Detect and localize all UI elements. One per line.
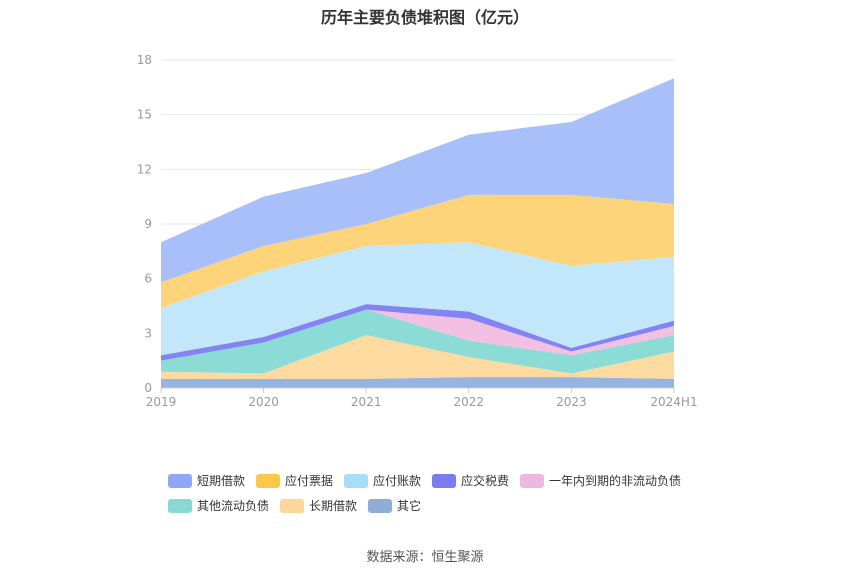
legend-item-accounts-payable[interactable]: 应付账款 <box>344 472 421 489</box>
legend-label: 长期借款 <box>309 499 358 513</box>
legend-swatch <box>520 473 544 488</box>
legend-item-current-portion-noncurrent[interactable]: 一年内到期的非流动负债 <box>520 472 681 489</box>
legend-item-taxes-payable[interactable]: 应交税费 <box>432 472 509 489</box>
area-series-应付票据[interactable] <box>161 194 674 308</box>
area-series-一年内到期的非流动负债[interactable] <box>161 309 674 361</box>
chart-title: 历年主要负债堆积图（亿元） <box>320 8 529 27</box>
legend-label: 其他流动负债 <box>197 499 270 513</box>
legend-label: 应交税费 <box>461 474 510 488</box>
x-tick-label: 2024H1 <box>650 395 697 409</box>
legend-swatch <box>368 498 392 513</box>
axes: 0 3 6 9 12 15 18 2019 2020 2021 2022 2023 2024H1 <box>137 53 698 409</box>
data-source-note: 数据来源：恒生聚源 <box>366 550 484 565</box>
y-tick-label: 15 <box>137 108 152 122</box>
legend-item-short-term-loans[interactable]: 短期借款 <box>168 472 245 489</box>
x-tick-label: 2019 <box>146 395 177 409</box>
legend-swatch <box>168 473 192 488</box>
y-tick-label: 12 <box>137 162 152 176</box>
legend-item-long-term-loans[interactable]: 长期借款 <box>280 497 357 514</box>
legend-swatch <box>344 473 368 488</box>
area-series-应付账款[interactable] <box>161 242 674 356</box>
legend-swatch <box>168 498 192 513</box>
legend-swatch <box>256 473 280 488</box>
legend-swatch <box>280 498 304 513</box>
x-tick-label: 2023 <box>556 395 587 409</box>
area-series-其它[interactable] <box>161 377 674 388</box>
legend-item-other-current-liabilities[interactable]: 其他流动负债 <box>168 497 269 514</box>
area-series <box>161 78 674 388</box>
area-series-短期借款[interactable] <box>161 78 674 283</box>
y-tick-label: 0 <box>144 381 152 395</box>
y-tick-label: 9 <box>144 217 152 231</box>
legend-label: 短期借款 <box>197 474 246 488</box>
x-tick-label: 2022 <box>454 395 485 409</box>
y-tick-label: 18 <box>137 53 152 67</box>
legend-label: 应付票据 <box>285 474 334 488</box>
legend-label: 一年内到期的非流动负债 <box>549 474 682 488</box>
legend-item-notes-payable[interactable]: 应付票据 <box>256 472 333 489</box>
area-series-其他流动负债[interactable] <box>161 309 674 374</box>
legend-item-other[interactable]: 其它 <box>368 497 421 514</box>
legend-label: 应付账款 <box>373 474 422 488</box>
y-tick-label: 6 <box>144 272 152 286</box>
legend-swatch <box>432 473 456 488</box>
x-tick-label: 2020 <box>248 395 279 409</box>
x-tick-label: 2021 <box>351 395 382 409</box>
legend-label: 其它 <box>397 499 422 513</box>
area-series-长期借款[interactable] <box>161 335 674 379</box>
y-tick-label: 3 <box>144 326 152 340</box>
